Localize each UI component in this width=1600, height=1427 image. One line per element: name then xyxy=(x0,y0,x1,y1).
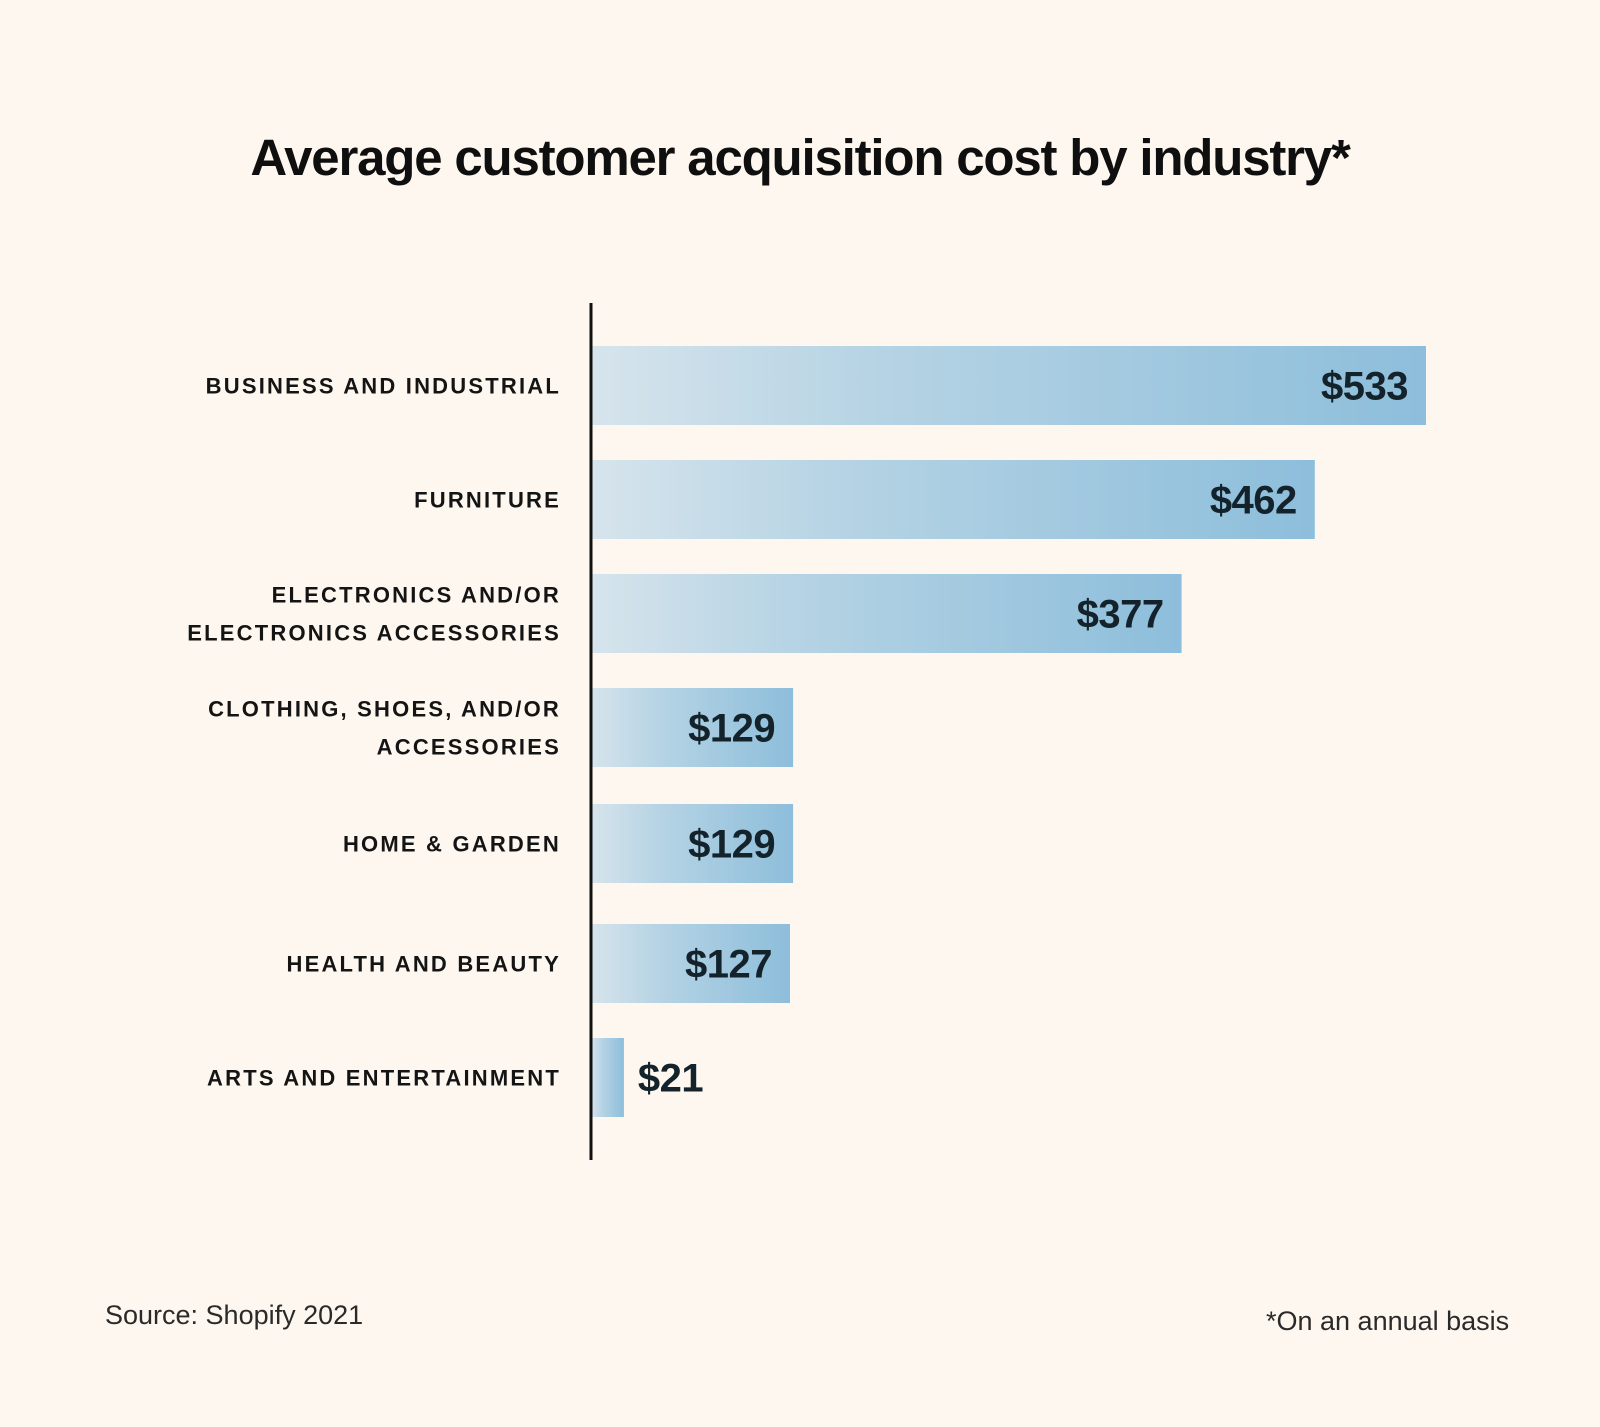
category-label: FURNITURE xyxy=(414,488,561,513)
chart-title: Average customer acquisition cost by ind… xyxy=(250,129,1350,186)
category-label: HOME & GARDEN xyxy=(343,832,561,857)
bar xyxy=(591,346,1426,425)
value-label: $533 xyxy=(1321,365,1408,409)
category-label: ELECTRONICS ACCESSORIES xyxy=(187,621,561,646)
bar xyxy=(591,924,790,1003)
bar xyxy=(591,1038,624,1117)
category-label: ACCESSORIES xyxy=(377,735,561,760)
bars-layer xyxy=(591,346,1426,1117)
bar xyxy=(591,574,1182,653)
bar xyxy=(591,804,794,883)
category-label: ELECTRONICS AND/OR xyxy=(272,583,561,608)
value-label: $129 xyxy=(688,823,775,867)
bar xyxy=(591,688,794,767)
value-label: $21 xyxy=(638,1057,703,1101)
annual-basis-note: *On an annual basis xyxy=(1266,1306,1510,1336)
value-label: $377 xyxy=(1077,593,1164,637)
category-label: CLOTHING, SHOES, AND/OR xyxy=(208,697,561,722)
category-label: HEALTH AND BEAUTY xyxy=(286,952,561,977)
source-note: Source: Shopify 2021 xyxy=(105,1300,364,1330)
category-label: BUSINESS AND INDUSTRIAL xyxy=(206,374,561,399)
value-label: $129 xyxy=(688,707,775,751)
category-labels-layer: BUSINESS AND INDUSTRIAL FURNITURE ELECTRON… xyxy=(187,374,561,1091)
category-label: ARTS AND ENTERTAINMENT xyxy=(207,1066,561,1091)
value-label: $127 xyxy=(685,943,772,987)
value-label: $462 xyxy=(1210,479,1297,523)
value-labels-layer: $533 $462 $377 $129 $129 $127 $21 xyxy=(638,365,1409,1101)
bar xyxy=(591,460,1315,539)
